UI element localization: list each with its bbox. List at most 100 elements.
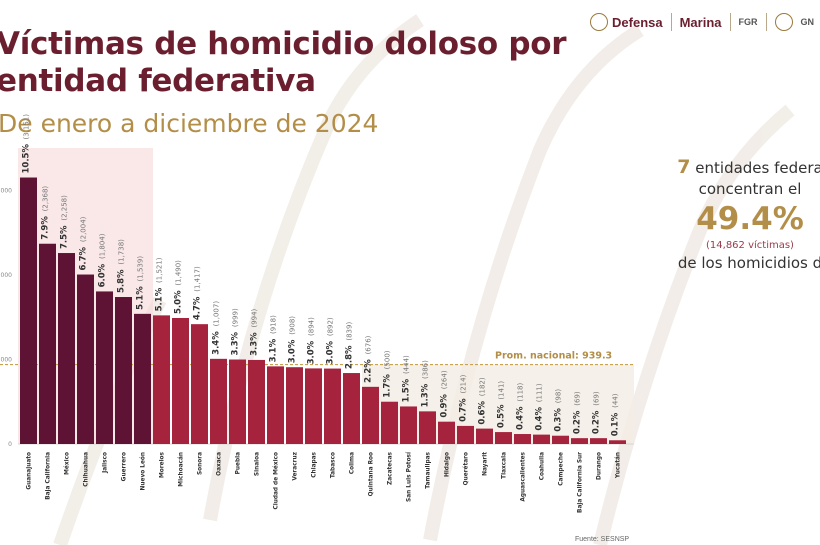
category-label: Colima (350, 452, 356, 474)
bar-value-label: (1,417) (194, 266, 202, 292)
eagle-seal-icon (590, 13, 609, 31)
bar-percent-label: 3.0% (326, 341, 336, 365)
summary-count: 7 (677, 156, 691, 178)
bar-percent-label: 1.3% (421, 383, 431, 407)
bar-percent-label: 3.3% (250, 332, 260, 356)
bar-value-label: (994) (251, 308, 259, 327)
category-label: Nuevo León (140, 452, 147, 490)
bar-percent-label: 6.0% (98, 263, 108, 287)
marina-logo-text: Marina (679, 14, 722, 30)
bar-nuevo-le-n (134, 313, 151, 444)
bar-value-label: (676) (365, 335, 373, 354)
bar-yucat-n (609, 440, 626, 444)
category-label: Guerrero (122, 452, 128, 481)
bar-value-label: (1,804) (99, 233, 107, 259)
logo-divider (729, 13, 731, 31)
category-label: Durango (597, 452, 603, 480)
category-label: Zacatecas (388, 451, 394, 485)
bar-percent-label: 3.4% (212, 331, 222, 355)
gn-seal-icon (774, 13, 793, 31)
bar-nayarit (476, 428, 493, 444)
bar-puebla (229, 359, 246, 444)
page-title: Víctimas de homicidio doloso por entidad… (0, 26, 567, 100)
bar-san-luis-potos- (400, 406, 417, 444)
bar-value-label: (264) (441, 370, 449, 389)
bar-percent-label: 0.4% (516, 406, 526, 430)
national-average-label: Prom. nacional: 939.3 (495, 351, 612, 362)
bar-percent-label: 0.4% (535, 407, 545, 431)
category-label: Yucatán (615, 452, 622, 479)
summary-text-1: entidades federa (695, 159, 820, 177)
header-logos: Defensa Marina FGR GN (590, 13, 814, 31)
bar-durango (590, 438, 607, 444)
bar-value-label: (118) (517, 383, 525, 402)
category-label: Hidalgo (445, 452, 451, 477)
bar-sonora (191, 324, 208, 444)
bar-tamaulipas (419, 411, 436, 444)
category-label: San Luis Potosí (406, 451, 413, 502)
bar-value-label: (2,258) (61, 195, 69, 221)
title-line-1: Víctimas de homicidio doloso por (0, 26, 567, 62)
bar-percent-label: 0.3% (554, 408, 564, 432)
bar-value-label: (111) (536, 383, 544, 402)
bar-tabasco (324, 368, 341, 444)
category-label: Sinaloa (255, 452, 261, 476)
category-label: Baja California (46, 452, 52, 500)
bar-aguascalientes (514, 434, 531, 444)
bar-percent-label: 1.7% (383, 374, 393, 398)
category-label: Tamaulipas (426, 451, 432, 488)
bar-percent-label: 2.8% (345, 345, 355, 369)
category-label: Quintana Roo (369, 452, 375, 496)
category-label: Jalisco (103, 452, 109, 474)
bar-m-xico (58, 253, 75, 444)
bar-chihuahua (77, 274, 94, 444)
y-tick-label: 0 (8, 441, 12, 448)
bar-value-label: (500) (384, 350, 392, 369)
summary-line-3: de los homicidios d (677, 254, 820, 272)
bar-percent-label: 5.1% (136, 286, 146, 310)
category-label: Chihuahua (84, 452, 90, 487)
bar-value-label: (2,004) (80, 216, 88, 242)
bar-tlaxcala (495, 432, 512, 444)
bar-zacatecas (381, 401, 398, 444)
logo-divider (670, 13, 672, 31)
bar-sinaloa (248, 359, 265, 444)
bar-value-label: (44) (612, 393, 620, 408)
bar-ciudad-de-m-xico (267, 366, 284, 444)
bar-campeche (552, 435, 569, 444)
bar-chiapas (305, 368, 322, 444)
category-label: Ciudad de México (273, 452, 280, 510)
bar-percent-label: 2.2% (364, 359, 374, 383)
y-tick-label: ,000 (0, 272, 12, 279)
bar-value-label: (918) (270, 315, 278, 334)
bar-value-label: (2,368) (42, 186, 50, 212)
bar-coahuila (533, 434, 550, 444)
bar-baja-california-sur (571, 438, 588, 444)
bar-colima (343, 373, 360, 444)
fgr-logo-text: FGR (738, 17, 758, 27)
bar-value-label: (1,738) (118, 239, 126, 265)
bar-oaxaca (210, 358, 227, 444)
logo-divider (765, 13, 767, 31)
bar-percent-label: 0.7% (459, 398, 469, 422)
y-tick-label: ,000 (0, 187, 12, 194)
bar-percent-label: 5.0% (174, 290, 184, 314)
bar-percent-label: 7.5% (60, 225, 70, 249)
bar-value-label: (386) (422, 360, 430, 379)
bar-value-label: (1,521) (156, 257, 164, 283)
category-label: Sonora (198, 452, 204, 475)
bar-percent-label: 0.6% (478, 401, 488, 425)
bar-value-label: (908) (289, 316, 297, 335)
bar-guerrero (115, 297, 132, 444)
bar-michoac-n (172, 317, 189, 444)
bar-veracruz (286, 367, 303, 444)
bar-percent-label: 5.8% (117, 269, 127, 293)
bar-percent-label: 3.1% (269, 338, 279, 362)
defensa-logo-text: Defensa (612, 14, 663, 30)
bar-percent-label: 5.1% (155, 287, 165, 311)
bar-morelos (153, 315, 170, 444)
bar-hidalgo (438, 421, 455, 444)
category-label: México (64, 452, 71, 475)
page-subtitle: De enero a diciembre de 2024 (0, 109, 379, 138)
